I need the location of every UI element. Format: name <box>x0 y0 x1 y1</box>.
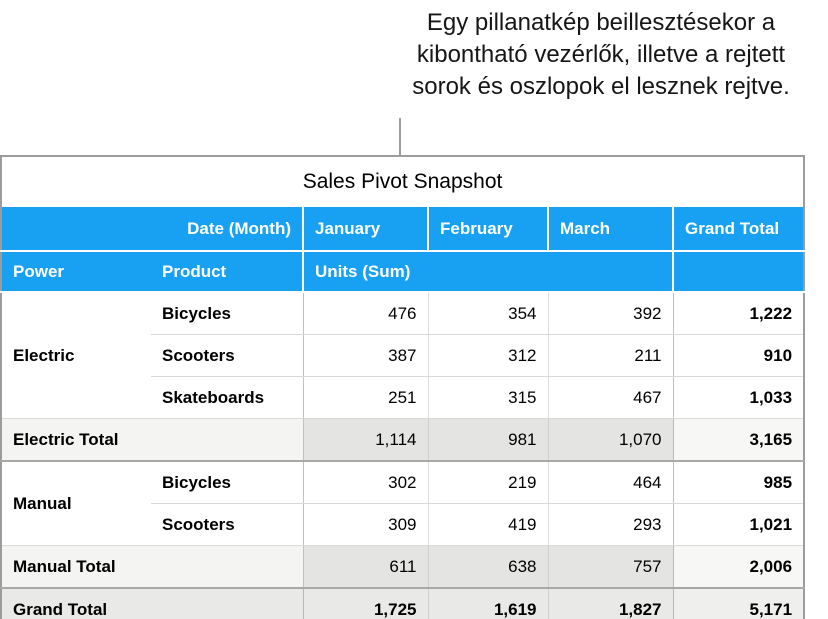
table-title: Sales Pivot Snapshot <box>1 156 805 207</box>
header-grand-total-spacer <box>673 251 805 293</box>
value-cell: 211 <box>548 334 674 377</box>
row-total-cell: 1,021 <box>673 503 805 546</box>
value-cell: 467 <box>548 376 674 419</box>
header-january: January <box>303 207 429 252</box>
manual-bicycles-row: Manual Bicycles 302 219 464 985 <box>1 461 805 546</box>
grand-total-row: Grand Total 1,725 1,619 1,827 5,171 <box>1 588 805 619</box>
grand-total-cell: 1,827 <box>548 588 674 619</box>
product-cell: Bicycles <box>151 461 304 504</box>
value-cell: 302 <box>303 461 429 504</box>
group-total-cell: 1,070 <box>548 418 674 462</box>
group-total-cell: 638 <box>428 545 549 589</box>
grand-total-label: Grand Total <box>1 588 304 619</box>
row-total-cell: 1,222 <box>673 292 805 335</box>
group-total-cell: 1,114 <box>303 418 429 462</box>
manual-scooters-row: Scooters 309 419 293 1,021 <box>1 503 805 546</box>
pivot-table: Sales Pivot Snapshot Date (Month) Januar… <box>0 155 806 619</box>
value-cell: 312 <box>428 334 549 377</box>
product-cell: Scooters <box>151 503 304 546</box>
value-cell: 464 <box>548 461 674 504</box>
row-total-cell: 910 <box>673 334 805 377</box>
header-march: March <box>548 207 674 252</box>
caption-line: kibontható vezérlők, illetve a rejtett <box>416 41 786 68</box>
power-group-label: Manual <box>1 461 151 546</box>
group-total-cell: 611 <box>303 545 429 589</box>
value-cell: 476 <box>303 292 429 335</box>
product-cell: Skateboards <box>151 376 304 419</box>
product-cell: Bicycles <box>151 292 304 335</box>
group-total-label: Manual Total <box>1 545 304 589</box>
value-cell: 315 <box>428 376 549 419</box>
value-cell: 354 <box>428 292 549 335</box>
field-header-row: Power Product Units (Sum) <box>1 251 805 293</box>
row-total-cell: 985 <box>673 461 805 504</box>
value-cell: 309 <box>303 503 429 546</box>
electric-total-row: Electric Total 1,114 981 1,070 3,165 <box>1 418 805 462</box>
group-grand-total-cell: 2,006 <box>673 545 805 589</box>
value-cell: 251 <box>303 376 429 419</box>
value-cell: 392 <box>548 292 674 335</box>
manual-total-row: Manual Total 611 638 757 2,006 <box>1 545 805 589</box>
value-cell: 419 <box>428 503 549 546</box>
table-title-row: Sales Pivot Snapshot <box>1 156 805 207</box>
callout-connector-line <box>399 118 401 157</box>
grand-total-cell: 1,619 <box>428 588 549 619</box>
header-date-month: Date (Month) <box>1 207 304 252</box>
caption-line: Egy pillanatkép beillesztésekor a <box>426 9 776 36</box>
header-units-sum: Units (Sum) <box>303 251 674 293</box>
group-grand-total-cell: 3,165 <box>673 418 805 462</box>
header-product: Product <box>151 251 304 293</box>
header-power: Power <box>1 251 151 293</box>
caption-line: sorok és oszlopok el lesznek rejtve. <box>412 73 790 100</box>
group-total-cell: 757 <box>548 545 674 589</box>
electric-bicycles-row: Electric Bicycles 476 354 392 1,222 <box>1 292 805 419</box>
group-total-label: Electric Total <box>1 418 304 462</box>
row-total-cell: 1,033 <box>673 376 805 419</box>
value-cell: 219 <box>428 461 549 504</box>
value-cell: 387 <box>303 334 429 377</box>
group-total-cell: 981 <box>428 418 549 462</box>
column-header-row: Date (Month) January February March Gran… <box>1 207 805 252</box>
header-february: February <box>428 207 549 252</box>
grand-total-sum-cell: 5,171 <box>673 588 805 619</box>
electric-skateboards-row: Skateboards 251 315 467 1,033 <box>1 376 805 419</box>
product-cell: Scooters <box>151 334 304 377</box>
power-group-label: Electric <box>1 292 151 419</box>
value-cell: 293 <box>548 503 674 546</box>
callout-caption: Egy pillanatkép beillesztésekor a kibont… <box>378 7 824 103</box>
electric-scooters-row: Scooters 387 312 211 910 <box>1 334 805 377</box>
header-grand-total: Grand Total <box>673 207 805 252</box>
grand-total-cell: 1,725 <box>303 588 429 619</box>
